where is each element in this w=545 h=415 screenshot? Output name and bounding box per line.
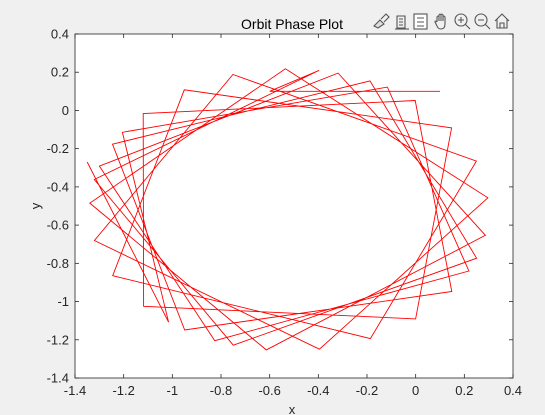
- y-tick-label: -0.2: [47, 141, 69, 156]
- x-tick-label: -0.2: [356, 383, 378, 398]
- y-tick-label: 0: [62, 103, 69, 118]
- y-tick-label: -0.6: [47, 218, 69, 233]
- x-axis-label: x: [289, 402, 296, 415]
- x-tick-label: -1: [167, 383, 179, 398]
- data-tips-icon[interactable]: [395, 15, 409, 30]
- x-tick-label: 0.4: [504, 383, 522, 398]
- chart-title: Orbit Phase Plot: [241, 16, 343, 32]
- x-tick-label: 0: [412, 383, 419, 398]
- x-tick-label: 0.2: [455, 383, 473, 398]
- y-axis: 0.4 0.2 0 -0.2 -0.4 -0.6 -0.8 -1 -1.2 -1.4: [47, 27, 513, 386]
- y-axis-label: y: [28, 202, 43, 209]
- pan-icon[interactable]: [434, 13, 446, 30]
- y-tick-label: -1.4: [47, 371, 69, 386]
- brush-icon[interactable]: [373, 13, 390, 29]
- zoom-in-icon[interactable]: [454, 13, 471, 30]
- y-tick-label: -1.2: [47, 332, 69, 347]
- y-tick-label: 0.2: [51, 65, 69, 80]
- axes-toolbar: [373, 13, 510, 30]
- y-tick-label: -0.4: [47, 179, 69, 194]
- y-tick-label: -0.8: [47, 256, 69, 271]
- x-tick-label: -0.6: [258, 383, 280, 398]
- home-icon[interactable]: [494, 13, 510, 29]
- orbit-series: [86, 68, 489, 351]
- zoom-out-icon[interactable]: [474, 13, 491, 30]
- insert-legend-icon[interactable]: [413, 13, 428, 30]
- x-tick-label: -1.4: [64, 383, 86, 398]
- x-axis: -1.4 -1.2 -1 -0.8 -0.6 -0.4 -0.2 0 0.2 0.4: [64, 34, 522, 398]
- orbit-line: [86, 68, 489, 351]
- x-tick-label: -1.2: [112, 383, 134, 398]
- x-tick-label: -0.4: [307, 383, 329, 398]
- x-tick-label: -0.8: [210, 383, 232, 398]
- y-tick-label: 0.4: [51, 27, 69, 42]
- y-tick-label: -1: [57, 294, 69, 309]
